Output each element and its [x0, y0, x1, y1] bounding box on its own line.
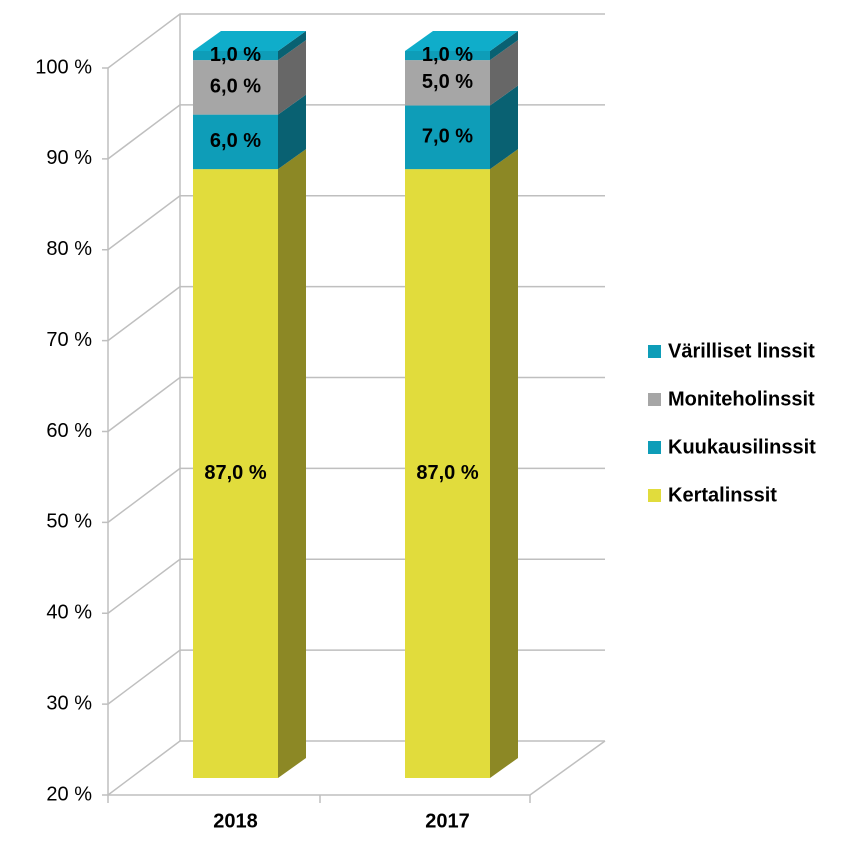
grid-line	[107, 558, 605, 614]
y-tick-label: 20 %	[46, 783, 92, 805]
y-tick-label: 70 %	[46, 329, 92, 351]
grid-line	[107, 104, 605, 160]
bar-side	[278, 94, 306, 170]
bar-side	[278, 31, 306, 61]
legend-swatch	[648, 393, 661, 406]
floor	[108, 740, 606, 796]
bar-segment	[405, 60, 490, 106]
y-tick-label: 30 %	[46, 692, 92, 714]
grid-line	[107, 467, 605, 523]
data-label: 1,0 %	[210, 44, 261, 66]
bar-side	[490, 31, 518, 61]
y-tick-label: 90 %	[46, 147, 92, 169]
bar-segment	[405, 105, 490, 170]
bar-segment	[193, 114, 278, 170]
grid-line	[107, 649, 605, 705]
legend-swatch	[648, 345, 661, 358]
bar-side	[490, 149, 518, 778]
y-tick-label: 40 %	[46, 602, 92, 624]
bar-side	[490, 40, 518, 106]
y-tick-label: 80 %	[46, 238, 92, 260]
bar-side	[278, 149, 306, 778]
bar-segment	[193, 51, 278, 61]
y-tick-label: 100 %	[35, 56, 92, 78]
legend-swatch	[648, 441, 661, 454]
bar-side	[490, 85, 518, 170]
bar-segment	[405, 169, 490, 778]
legend-swatch	[648, 489, 661, 502]
bar-segment	[193, 169, 278, 778]
data-label: 6,0 %	[210, 76, 261, 98]
legend-label: Värilliset linssit	[668, 340, 815, 362]
legend-label: Kuukausilinssit	[668, 436, 816, 458]
data-label: 87,0 %	[416, 462, 478, 484]
data-label: 5,0 %	[422, 71, 473, 93]
bar-side	[278, 40, 306, 115]
data-label: 6,0 %	[210, 130, 261, 152]
x-tick-label: 2017	[425, 810, 470, 832]
bar-segment	[405, 51, 490, 61]
y-tick-label: 60 %	[46, 420, 92, 442]
grid-line	[107, 195, 605, 251]
legend-label: Kertalinssit	[668, 484, 777, 506]
grid-line	[107, 13, 605, 69]
grid-line	[107, 285, 605, 342]
bar-segment	[193, 60, 278, 115]
y-tick-label: 50 %	[46, 511, 92, 533]
grid-line	[107, 740, 605, 796]
bar-top	[193, 31, 306, 51]
grid-line	[107, 376, 605, 433]
data-label: 1,0 %	[422, 44, 473, 66]
x-tick-label: 2018	[213, 810, 258, 832]
legend-label: Moniteholinssit	[668, 388, 815, 410]
data-label: 7,0 %	[422, 126, 473, 148]
bar-top	[405, 31, 518, 51]
data-label: 87,0 %	[204, 462, 266, 484]
